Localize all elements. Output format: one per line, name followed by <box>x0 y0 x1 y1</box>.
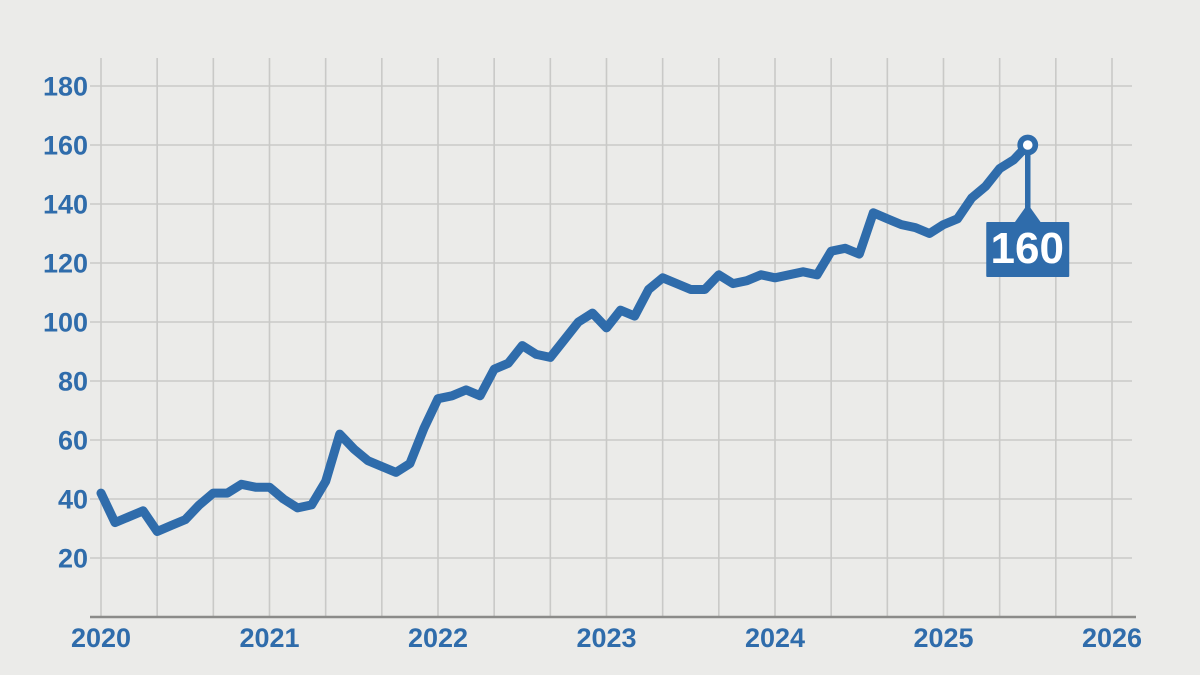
x-tick-label: 2021 <box>239 623 299 653</box>
y-tick-label: 140 <box>43 190 88 220</box>
y-tick-label: 120 <box>43 249 88 279</box>
y-tick-label: 60 <box>58 426 88 456</box>
x-tick-label: 2023 <box>576 623 636 653</box>
y-tick-label: 40 <box>58 485 88 515</box>
y-axis-labels: 20 40 60 80 100 120 140 160 180 <box>43 72 88 574</box>
x-tick-label: 2020 <box>71 623 131 653</box>
series-line <box>96 140 1033 536</box>
x-tick-label: 2024 <box>745 623 805 653</box>
x-tick-label: 2026 <box>1082 623 1142 653</box>
y-tick-label: 100 <box>43 308 88 338</box>
callout-badge <box>986 222 1070 277</box>
y-tick-label: 160 <box>43 131 88 161</box>
callout-value-label: 160 <box>991 224 1064 273</box>
horizontal-gridlines <box>90 85 1132 559</box>
callout-pointer <box>1014 204 1042 223</box>
endpoint-marker <box>1017 134 1039 156</box>
x-axis-labels: 2020 2021 2022 2023 2024 2025 2026 <box>71 623 1142 653</box>
y-tick-label: 180 <box>43 72 88 102</box>
x-tick-label: 2025 <box>913 623 973 653</box>
vertical-gridlines <box>100 58 1113 616</box>
x-tick-label: 2022 <box>408 623 468 653</box>
y-tick-label: 20 <box>58 544 88 574</box>
y-tick-label: 80 <box>58 367 88 397</box>
